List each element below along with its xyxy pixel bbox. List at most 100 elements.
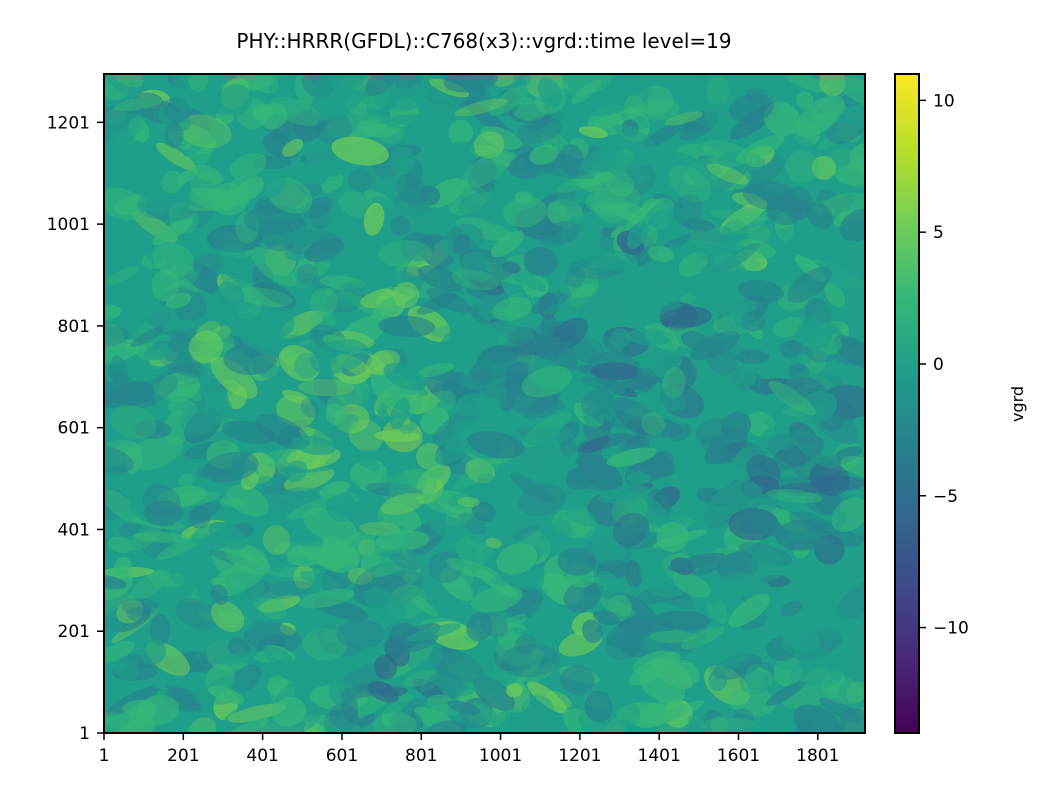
heatmap-cell [262, 644, 301, 676]
heatmap-cell [193, 164, 224, 184]
heatmap-cell [456, 393, 485, 417]
heatmap-cell [243, 205, 304, 235]
heatmap-cell [163, 411, 191, 445]
heatmap-cell [488, 84, 532, 116]
heatmap-cell [282, 230, 342, 256]
heatmap-cell [619, 532, 660, 550]
heatmap-cell [719, 718, 756, 733]
heatmap-cell [680, 293, 697, 304]
heatmap-cell [282, 389, 311, 405]
heatmap-cell [610, 201, 657, 239]
heatmap-cell [331, 136, 389, 166]
heatmap-cell [785, 150, 820, 184]
heatmap-cell [460, 152, 511, 189]
heatmap-cell [129, 117, 150, 143]
heatmap-cell [536, 164, 595, 180]
heatmap-cell [788, 363, 810, 382]
heatmap-cell [364, 587, 407, 621]
heatmap-cell [746, 454, 781, 488]
heatmap-cell [701, 257, 746, 289]
heatmap-cell [577, 303, 630, 325]
heatmap-cell [788, 511, 830, 534]
heatmap-cell [739, 669, 769, 695]
heatmap-cell [492, 296, 532, 322]
heatmap-cell [348, 419, 384, 452]
heatmap-cell [428, 647, 485, 683]
heatmap-cell [325, 491, 356, 522]
heatmap-cell [391, 114, 451, 127]
heatmap-cell [312, 74, 338, 102]
heatmap-cell [283, 466, 335, 492]
heatmap-cell [218, 281, 245, 305]
heatmap-cell [229, 664, 262, 693]
heatmap-cell [839, 209, 865, 242]
colorbar-tick-label: −10 [933, 619, 969, 639]
heatmap-cell [426, 501, 455, 514]
heatmap-cell [617, 621, 654, 632]
heatmap-cell [300, 570, 341, 589]
y-tick-label: 601 [58, 419, 90, 439]
heatmap-cell [104, 325, 130, 348]
heatmap-cell [706, 163, 749, 185]
heatmap-cell [503, 196, 547, 228]
heatmap-cell [567, 267, 599, 300]
heatmap-cell [191, 253, 224, 276]
heatmap-cell [113, 97, 163, 111]
heatmap-cell [292, 259, 316, 289]
heatmap-cell [584, 690, 613, 723]
heatmap-cell [304, 238, 344, 262]
heatmap-cell [523, 247, 559, 276]
heatmap-cell [793, 592, 848, 621]
heatmap-cell [302, 627, 348, 661]
heatmap-cell [310, 339, 369, 375]
heatmap-cell [831, 497, 865, 532]
heatmap-cell [406, 623, 462, 642]
heatmap-cell [514, 191, 534, 204]
heatmap-cell [578, 126, 609, 139]
heatmap-cell [838, 77, 865, 108]
heatmap-cell [168, 609, 198, 629]
heatmap-cell [710, 717, 737, 733]
heatmap-cell [378, 315, 436, 338]
heatmap-cell [630, 301, 682, 327]
heatmap-cell [598, 570, 620, 590]
x-tick-label: 401 [246, 746, 278, 766]
heatmap-cell [581, 619, 603, 643]
heatmap-cell [834, 335, 865, 369]
heatmap-cell [162, 97, 191, 123]
heatmap-cell [647, 245, 674, 263]
heatmap-cell [110, 405, 157, 439]
heatmap-cell [522, 427, 574, 446]
heatmap-cell [796, 318, 832, 349]
heatmap-cell [672, 450, 697, 475]
heatmap-cell [357, 713, 376, 728]
heatmap-cell [415, 464, 451, 496]
heatmap-cell [671, 660, 700, 685]
x-tick-label: 1 [99, 746, 110, 766]
heatmap-cell [540, 521, 573, 544]
heatmap-cell [123, 375, 179, 410]
heatmap-cell [234, 287, 293, 307]
heatmap-cell [437, 667, 463, 695]
heatmap-cell [539, 221, 581, 247]
chart-title: PHY::HRRR(GFDL)::C768(x3)::vgrd::time le… [236, 29, 731, 53]
heatmap-cell [309, 287, 338, 317]
heatmap-cell [380, 493, 425, 515]
heatmap-cell [291, 436, 337, 456]
heatmap-cell [476, 177, 496, 193]
heatmap-cell [114, 657, 140, 680]
heatmap-cell [424, 390, 457, 416]
heatmap-cell [434, 447, 467, 465]
heatmap-cell [590, 287, 636, 322]
heatmap-cell [606, 432, 628, 453]
heatmap-cell [298, 378, 355, 397]
heatmap-cell [556, 171, 613, 193]
heatmap-cell [668, 165, 711, 203]
heatmap-cell [437, 322, 489, 363]
heatmap-cell [355, 646, 384, 658]
heatmap-cell [819, 251, 865, 293]
heatmap-cell [580, 388, 614, 417]
heatmap-cell [286, 496, 338, 520]
heatmap-cell [634, 349, 682, 379]
heatmap-cell [315, 113, 353, 145]
